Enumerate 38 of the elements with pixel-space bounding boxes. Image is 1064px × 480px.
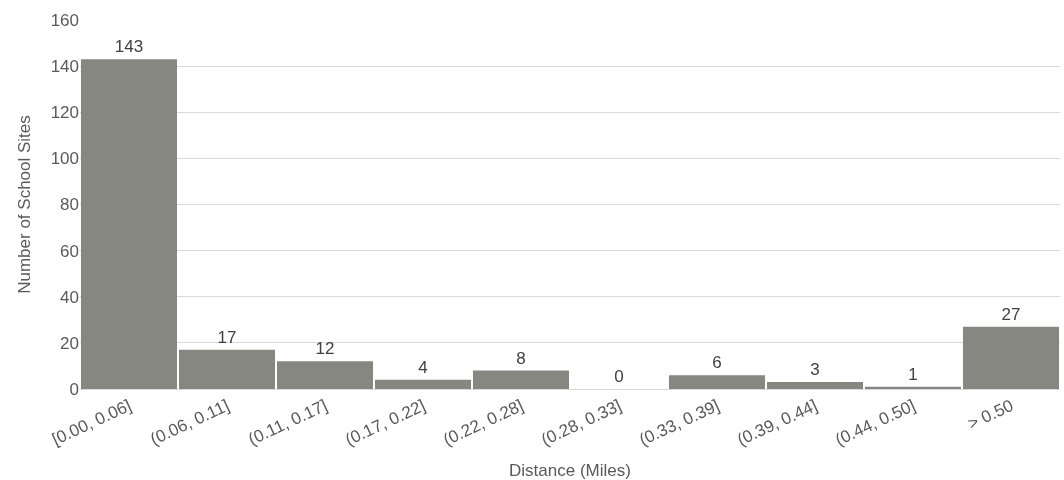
y-tick-label: 100	[50, 149, 79, 169]
data-label: 17	[217, 327, 237, 347]
y-tick-label: 140	[50, 57, 79, 77]
data-label: 1	[908, 364, 918, 384]
x-tick-label: > 0.50	[964, 396, 1017, 434]
data-label: 143	[114, 37, 144, 57]
bar	[374, 379, 472, 389]
y-tick-label: 160	[50, 10, 79, 30]
bar	[276, 361, 374, 389]
data-label: 6	[712, 353, 722, 373]
y-tick-label: 20	[60, 333, 79, 353]
y-tick-label: 60	[60, 241, 79, 261]
x-tick-label: [0.00, 0.06]	[49, 396, 135, 450]
x-tick-label: (0.39, 0.44]	[734, 396, 821, 450]
y-axis-title: Number of School Sites	[15, 115, 35, 294]
data-label: 0	[614, 367, 624, 386]
x-axis-title: Distance (Miles)	[509, 460, 631, 480]
data-label: 3	[810, 360, 820, 380]
x-tick-label: (0.44, 0.50]	[832, 396, 919, 450]
x-tick-label: (0.11, 0.17]	[245, 396, 331, 450]
bar	[766, 382, 864, 389]
y-tick-label: 0	[69, 379, 79, 399]
bar	[178, 349, 276, 389]
y-tick-label: 120	[50, 103, 79, 123]
x-tick-label: (0.06, 0.11]	[147, 396, 233, 450]
x-tick-label: (0.22, 0.28]	[440, 396, 527, 450]
data-label: 12	[315, 339, 335, 359]
data-label: 27	[1001, 304, 1021, 324]
data-label: 8	[516, 348, 526, 368]
data-label: 4	[418, 357, 428, 377]
y-tick-label: 40	[60, 287, 79, 307]
bar	[668, 375, 766, 389]
y-tick-label: 80	[60, 195, 79, 215]
x-tick-label: (0.28, 0.33]	[538, 396, 625, 450]
bar	[472, 370, 570, 389]
bar	[80, 59, 178, 389]
bar	[962, 326, 1060, 389]
x-tick-label: (0.33, 0.39]	[636, 396, 723, 450]
